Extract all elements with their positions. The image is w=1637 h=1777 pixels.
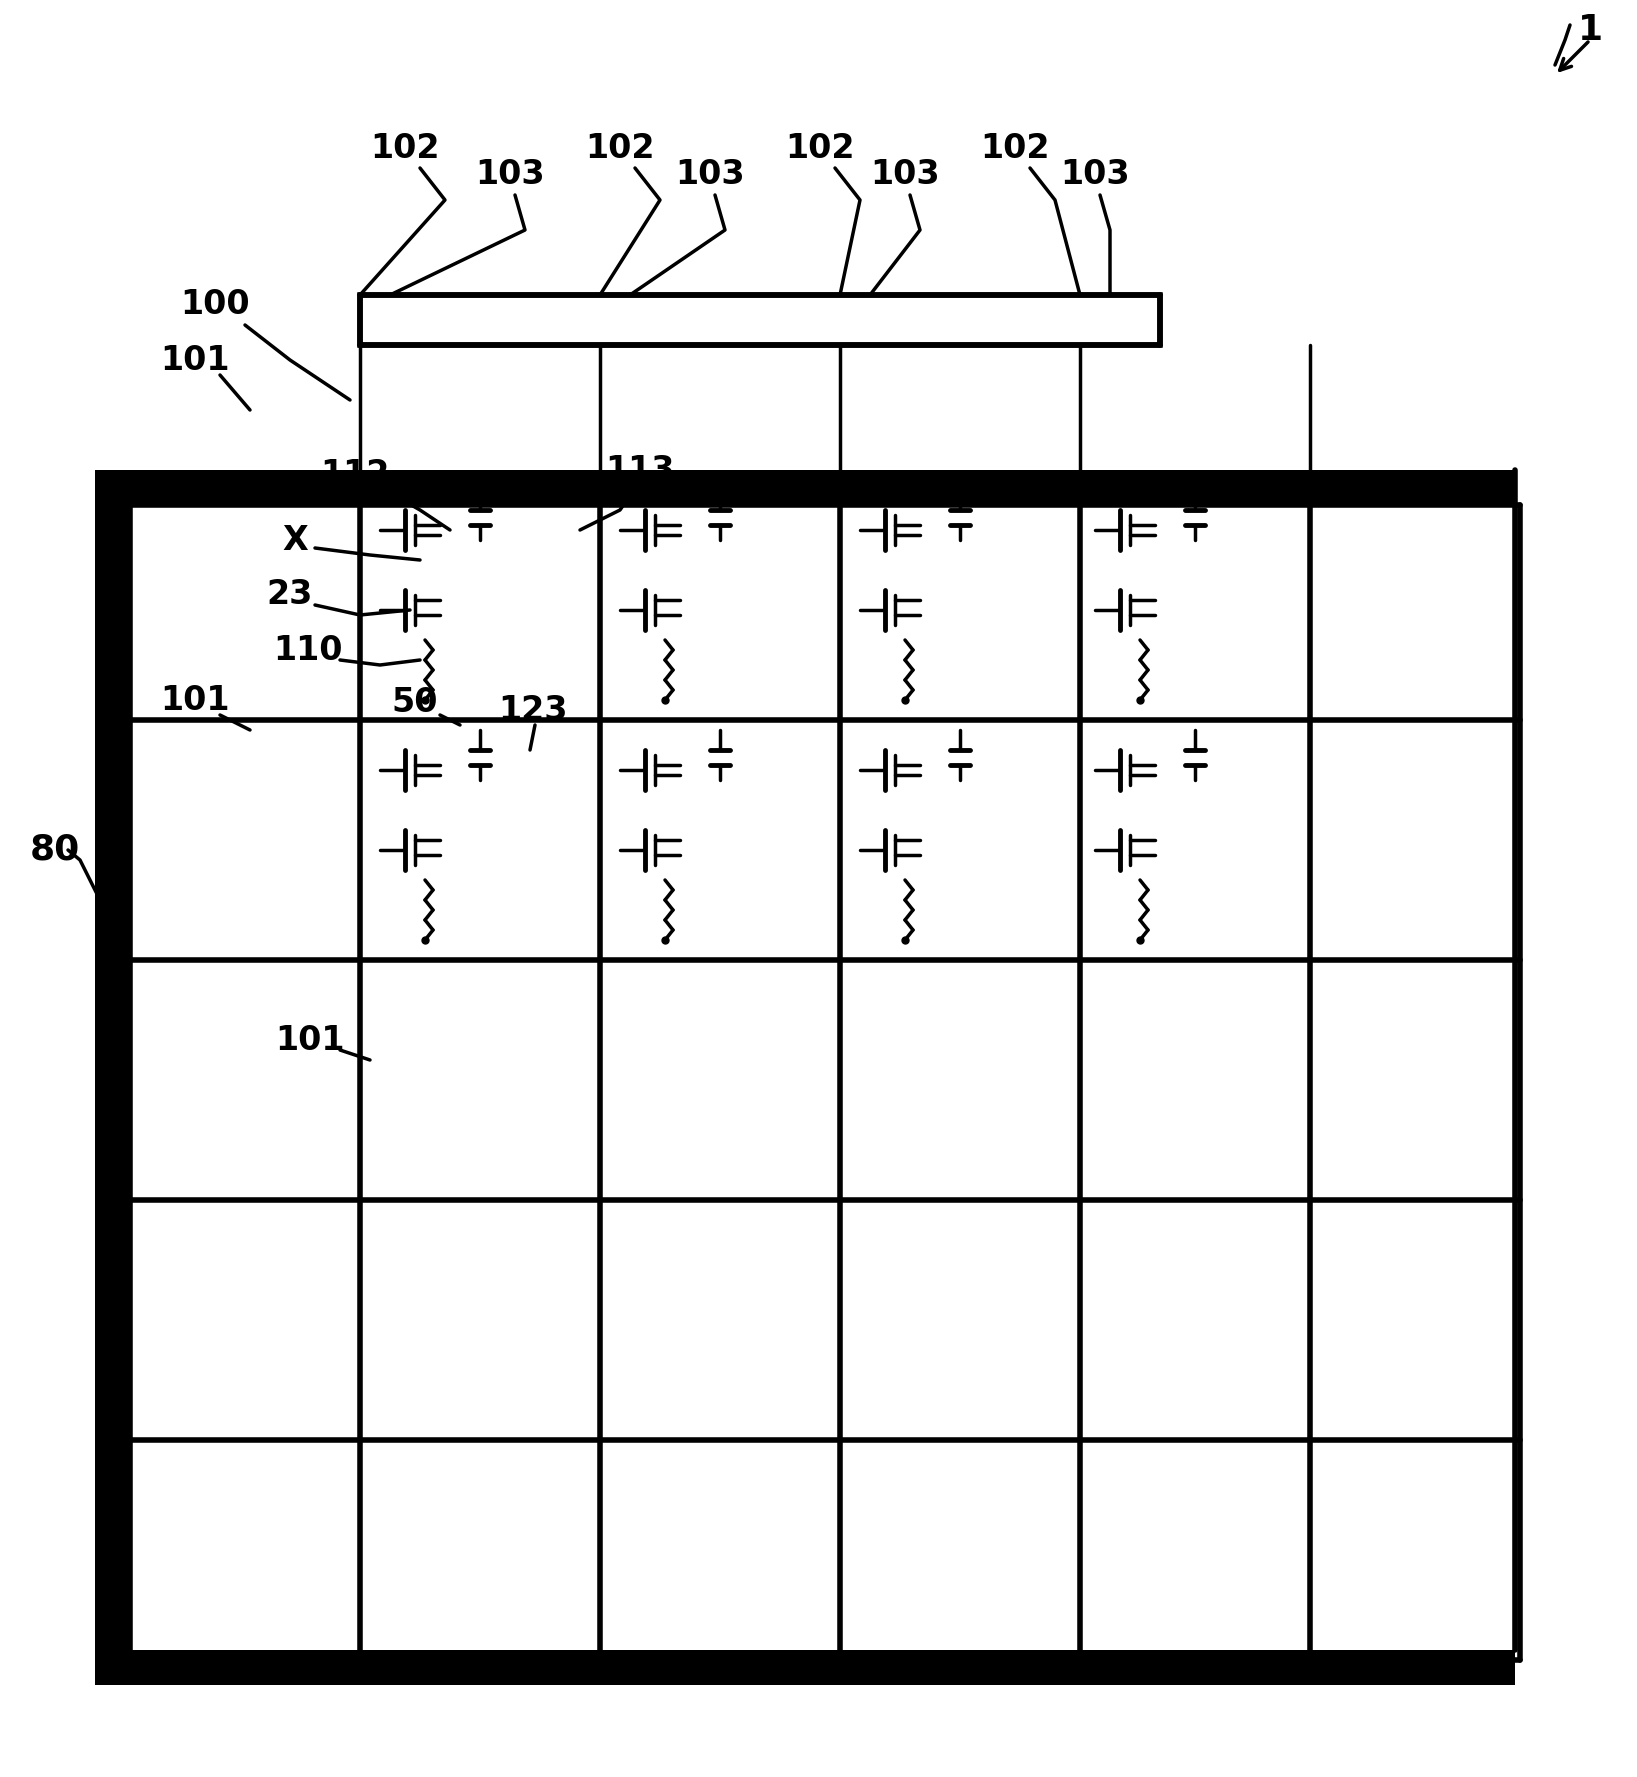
Text: 103: 103 (871, 158, 940, 192)
Text: 103: 103 (1061, 158, 1130, 192)
Text: 101: 101 (275, 1024, 345, 1057)
Text: 123: 123 (498, 693, 568, 727)
Bar (95, 1651, 1514, 1685)
Text: 80: 80 (29, 833, 80, 867)
Text: 50: 50 (391, 686, 439, 720)
Text: 113: 113 (606, 453, 674, 487)
Text: 102: 102 (370, 131, 440, 165)
Text: 23: 23 (267, 579, 313, 611)
Text: X: X (282, 524, 308, 556)
Text: 103: 103 (475, 158, 545, 192)
Text: 110: 110 (273, 633, 342, 666)
Text: 112: 112 (321, 458, 390, 492)
Text: 103: 103 (674, 158, 745, 192)
Text: 102: 102 (981, 131, 1049, 165)
Text: 102: 102 (586, 131, 655, 165)
Bar (95, 469, 1514, 505)
Text: 101: 101 (160, 343, 229, 377)
Text: 100: 100 (180, 288, 250, 322)
Bar (95, 469, 129, 1660)
Text: 102: 102 (786, 131, 855, 165)
Text: 1: 1 (1578, 12, 1603, 46)
Text: 101: 101 (160, 684, 229, 716)
Bar (360, 295, 1161, 345)
